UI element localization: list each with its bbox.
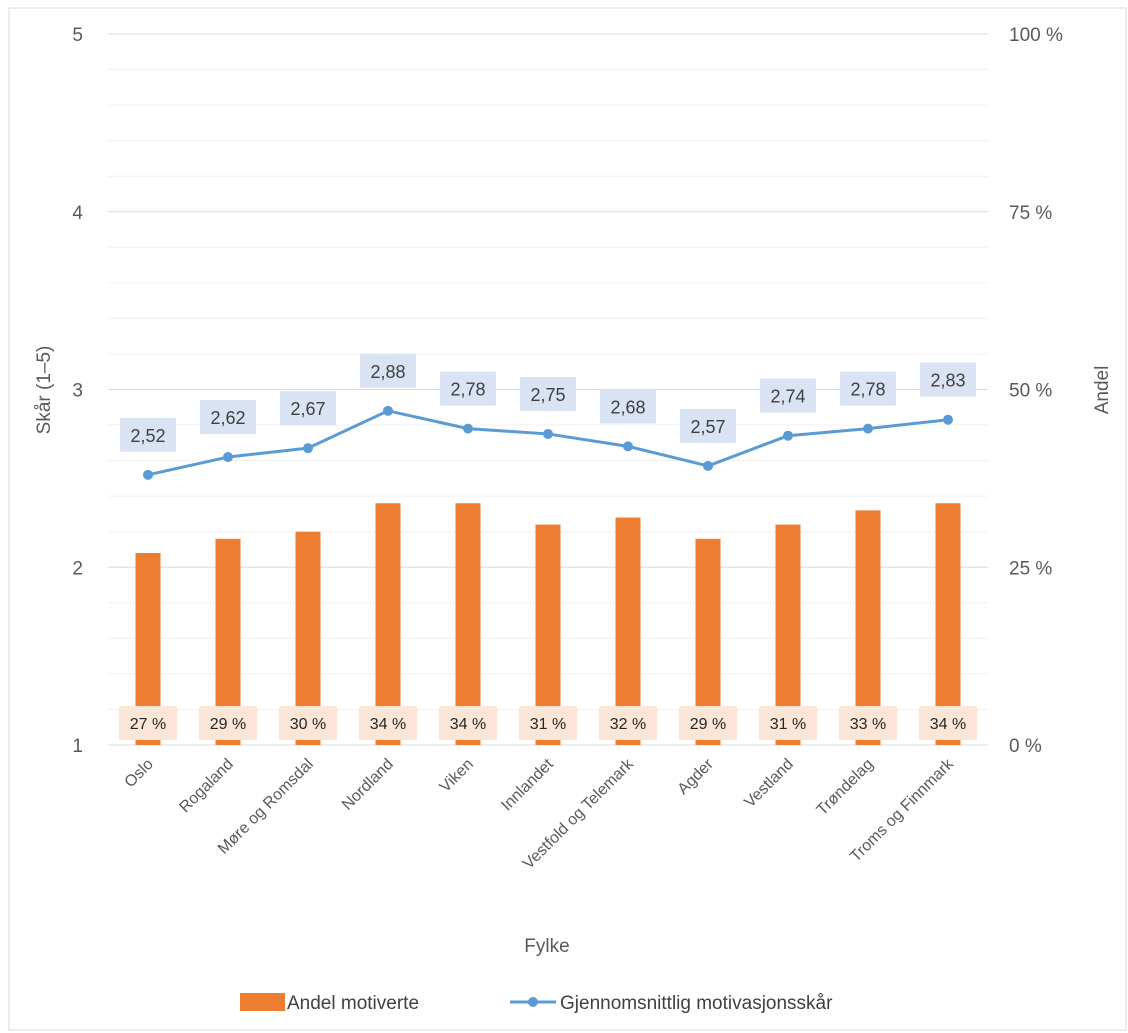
bar-data-label: 34 % [930,716,966,733]
line-label-bg [680,408,736,443]
legend: Andel motiverte Gjennomsnittlig motivasj… [240,993,833,1014]
bar-label-bg [679,706,737,740]
line-data-label: 2,88 [370,362,405,382]
line-label-bg [600,389,656,424]
bar-label-bg [519,706,577,740]
y-axis-right-title: Andel [1092,366,1113,415]
bar [375,503,401,745]
line-point [463,423,473,434]
line-data-label: 2,78 [450,380,485,400]
line-label-bg [200,400,256,435]
left-axis-ticks: 1 2 3 4 5 [72,25,83,757]
line-label-bg [280,391,336,426]
line-point [383,405,393,416]
x-axis-title: Fylke [524,936,569,957]
left-tick-label: 4 [72,203,83,224]
right-tick-label: 100 % [1009,25,1063,46]
bar [855,510,881,745]
right-tick-label: 0 % [1009,736,1042,757]
right-tick-label: 75 % [1009,203,1052,224]
line-data-label: 2,74 [770,387,805,407]
line-label-bg [120,417,176,452]
right-tick-label: 25 % [1009,558,1052,579]
bar-label-bg [919,706,977,740]
line-label-bg [440,371,496,406]
bar-label-bg [599,706,657,740]
legend-marker-line [528,997,538,1007]
bar [455,503,481,745]
line-point [783,430,793,441]
left-tick-label: 5 [72,25,83,46]
line-label-bg [520,376,576,411]
left-tick-label: 1 [72,736,83,757]
bar-data-label: 27 % [130,716,166,733]
line-data-label: 2,62 [210,408,245,428]
legend-label-bar: Andel motiverte [287,993,419,1014]
line-point [223,452,233,463]
bar-data-label: 32 % [610,716,646,733]
line-point [943,414,953,425]
bar-data-label: 34 % [450,716,486,733]
bar-data-label: 31 % [530,716,566,733]
line-point [303,443,313,454]
line-point [543,428,553,439]
line-point [143,469,153,480]
line-point [623,441,633,452]
bar-data-label: 29 % [210,716,246,733]
y-axis-left-title: Skår (1–5) [34,346,55,435]
bar-data-labels: 27 % 29 % 30 % 34 % 34 % 31 % 32 % 29 % 31 % 33 %… [119,706,977,740]
line-series [143,405,953,480]
line-label-bg [760,378,816,413]
right-axis-ticks: 0 % 25 % 50 % 75 % 100 % [1009,25,1063,757]
line-data-label: 2,75 [530,385,565,405]
line-data-label: 2,57 [690,417,725,437]
bar-label-bg [359,706,417,740]
bar-label-bg [199,706,257,740]
legend-label-line: Gjennomsnittlig motivasjonsskår [560,993,833,1014]
bar [935,503,961,745]
line-data-label: 2,67 [290,399,325,419]
bar-label-bg [279,706,337,740]
line-label-bg [360,353,416,388]
line-point [703,460,713,471]
left-tick-label: 3 [72,381,83,402]
legend-swatch-bar [240,993,285,1011]
line-data-label: 2,83 [930,371,965,391]
bar-data-label: 31 % [770,716,806,733]
line-data-label: 2,52 [130,426,165,446]
bar-data-label: 33 % [850,716,886,733]
line-data-labels: 2,52 2,62 2,67 2,88 2,78 2,75 2,68 2,57 2,74 2,78… [120,353,976,452]
bar-label-bg [759,706,817,740]
line-point [863,423,873,434]
line-data-label: 2,78 [850,380,885,400]
bar-data-label: 30 % [290,716,326,733]
line-data-label: 2,68 [610,397,645,417]
bar-data-label: 29 % [690,716,726,733]
left-tick-label: 2 [72,558,83,579]
right-tick-label: 50 % [1009,381,1052,402]
bar-label-bg [439,706,497,740]
bar-data-label: 34 % [370,716,406,733]
line-label-bg [920,362,976,397]
bar-label-bg [839,706,897,740]
bar-label-bg [119,706,177,740]
line-label-bg [840,371,896,406]
